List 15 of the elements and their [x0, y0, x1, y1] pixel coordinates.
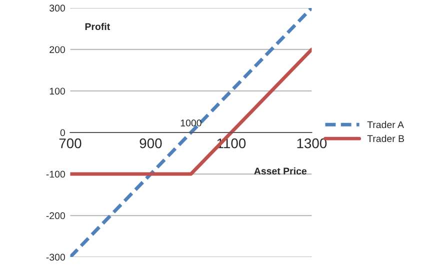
x-tick-label: 900 — [140, 138, 162, 148]
y-tick-label: -200 — [46, 212, 65, 220]
y-tick-label: -300 — [46, 254, 65, 261]
y-tick-label: 300 — [50, 4, 65, 12]
y-tick-label: -100 — [46, 170, 65, 178]
legend-label: Trader A — [367, 121, 404, 128]
x-axis-title: Asset Price — [254, 167, 307, 175]
y-axis-title: Profit — [85, 22, 110, 30]
y-tick-label: 0 — [60, 129, 65, 136]
y-tick-label: 200 — [50, 46, 65, 54]
x-tick-label: 700 — [59, 138, 82, 148]
y-tick-label: 100 — [50, 88, 65, 95]
legend-label: Trader B — [367, 134, 404, 142]
x-tick-label: 1300 — [297, 138, 327, 148]
annotation: 1000 — [180, 120, 202, 126]
